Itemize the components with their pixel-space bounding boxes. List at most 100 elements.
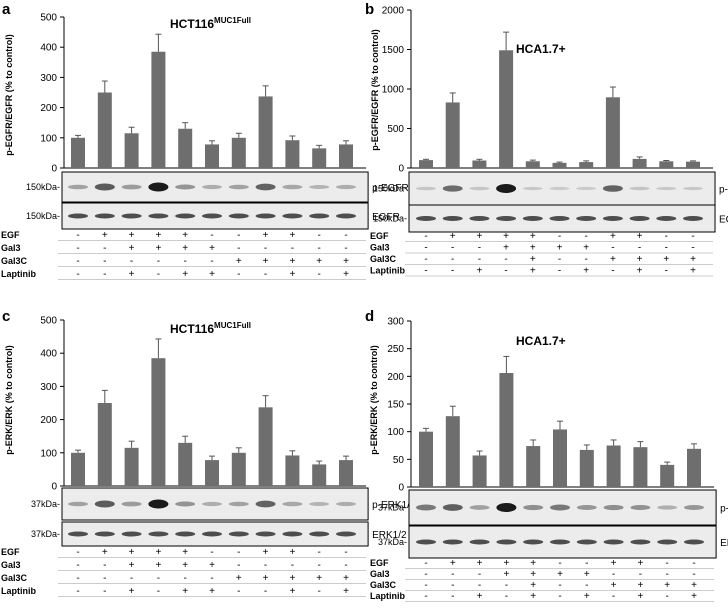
condition-sign: - <box>665 243 668 254</box>
condition-sign: + <box>263 547 269 558</box>
condition-sign: - <box>76 547 79 558</box>
blot-band <box>576 539 597 545</box>
condition-sign: - <box>210 230 213 241</box>
y-tick-label: 0 <box>398 483 404 494</box>
condition-sign: + <box>236 573 242 584</box>
condition-sign: + <box>289 269 295 280</box>
condition-label: Laptinib <box>1 586 36 596</box>
condition-sign: - <box>585 558 588 569</box>
blot-band <box>94 213 115 219</box>
condition-sign: + <box>155 547 161 558</box>
condition-sign: + <box>583 243 589 254</box>
blot-band <box>683 186 703 191</box>
blot-band <box>175 213 196 219</box>
blot-band <box>522 216 543 221</box>
condition-sign: - <box>237 586 240 597</box>
condition-sign: + <box>209 269 215 280</box>
condition-sign: + <box>557 569 563 580</box>
y-tick-label: 2000 <box>382 6 405 17</box>
blot-band <box>496 539 517 545</box>
condition-sign: + <box>637 231 643 242</box>
condition-label: EGF <box>370 231 389 241</box>
bar <box>231 452 246 486</box>
condition-sign: + <box>289 586 295 597</box>
condition-sign: - <box>237 547 240 558</box>
condition-sign: + <box>209 586 215 597</box>
blot-band <box>336 184 356 190</box>
bar <box>472 160 487 168</box>
condition-sign: + <box>637 558 643 569</box>
condition-sign: - <box>291 243 294 254</box>
panel-label-a: a <box>2 1 11 18</box>
condition-sign: - <box>130 573 133 584</box>
molecular-weight-marker: 150kDa- <box>373 214 407 224</box>
blot-band <box>202 531 222 537</box>
condition-sign: - <box>210 547 213 558</box>
bar <box>285 140 300 168</box>
bar <box>445 102 460 168</box>
condition-sign: - <box>237 243 240 254</box>
condition-sign: - <box>585 231 588 242</box>
blot-band <box>683 216 703 221</box>
condition-sign: - <box>691 231 694 242</box>
blot-band <box>656 186 677 191</box>
condition-sign: + <box>584 569 590 580</box>
blot-band <box>522 186 543 191</box>
molecular-weight-marker: 150kDa- <box>26 211 60 221</box>
condition-sign: + <box>129 586 135 597</box>
condition-sign: - <box>504 266 507 277</box>
condition-sign: - <box>612 591 615 602</box>
blot-band <box>442 216 463 221</box>
condition-sign: + <box>637 580 643 591</box>
condition-sign: + <box>663 254 669 265</box>
condition-sign: + <box>691 591 697 602</box>
bar <box>633 447 648 487</box>
blot-band <box>469 539 490 545</box>
condition-sign: - <box>558 558 561 569</box>
y-tick-label: 200 <box>40 103 57 114</box>
chart-title-superscript: MUC1Full <box>214 321 251 330</box>
condition-sign: + <box>637 591 643 602</box>
condition-sign: - <box>505 591 508 602</box>
condition-sign: - <box>103 560 106 571</box>
blot-band <box>469 216 490 221</box>
condition-sign: - <box>103 269 106 280</box>
blot-band <box>576 216 597 221</box>
blot-band <box>336 531 356 537</box>
blot-band <box>496 184 517 193</box>
condition-sign: - <box>76 586 79 597</box>
bar <box>606 445 621 487</box>
condition-sign: - <box>585 254 588 265</box>
condition-sign: + <box>343 256 349 267</box>
chart-title: HCA1.7+ <box>516 334 566 348</box>
condition-sign: + <box>155 560 161 571</box>
blot-band <box>630 539 651 545</box>
panel-label-c: c <box>2 308 10 325</box>
y-tick-label: 250 <box>387 344 404 355</box>
bar <box>178 442 193 486</box>
condition-sign: + <box>530 266 536 277</box>
blot-band <box>469 505 490 510</box>
bar <box>552 162 567 168</box>
condition-sign: + <box>129 230 135 241</box>
condition-sign: - <box>666 591 669 602</box>
blot-band <box>496 216 517 221</box>
blot-band <box>442 504 463 511</box>
bar <box>97 92 112 168</box>
condition-sign: - <box>424 580 427 591</box>
condition-sign: - <box>424 254 427 265</box>
condition-sign: + <box>289 256 295 267</box>
blot-label: EGFR <box>372 212 400 223</box>
bar <box>659 161 674 168</box>
condition-sign: - <box>665 231 668 242</box>
condition-sign: + <box>530 591 536 602</box>
condition-sign: + <box>129 269 135 280</box>
condition-sign: + <box>289 547 295 558</box>
condition-label: Gal3C <box>370 580 397 590</box>
blot-band <box>603 539 624 545</box>
condition-sign: - <box>264 560 267 571</box>
condition-label: Laptinib <box>1 269 36 279</box>
condition-sign: - <box>638 243 641 254</box>
condition-sign: - <box>424 243 427 254</box>
blot-band <box>602 185 623 192</box>
